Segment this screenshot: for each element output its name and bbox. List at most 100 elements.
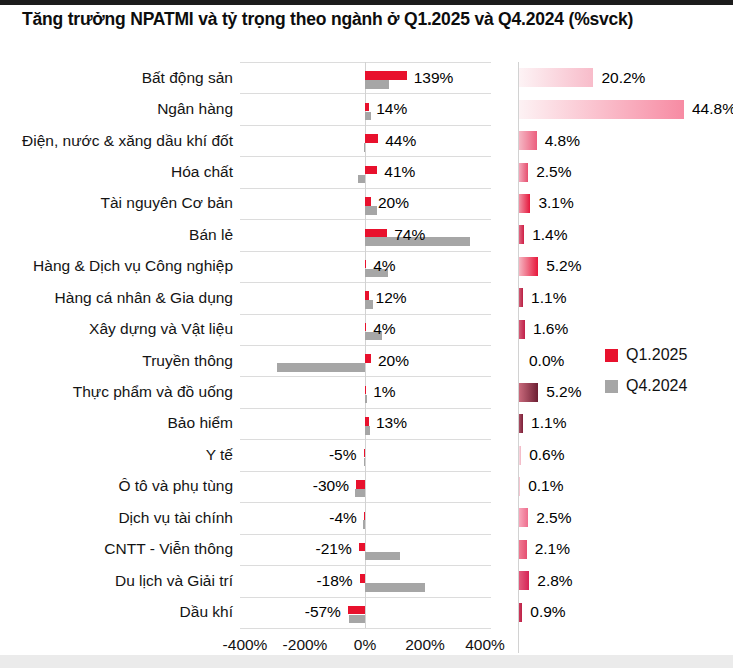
growth-value-label: 74% [394,219,425,250]
q1-growth-bar [365,229,387,238]
category-label: Truyền thông [142,345,233,376]
share-value-label: 2.5% [536,156,571,187]
q1-growth-bar [364,449,366,458]
q1-growth-bar [365,197,371,206]
share-value-label: 2.8% [537,565,572,596]
growth-value-label: -57% [305,597,341,628]
category-label: Hàng & Dịch vụ Công nghiệp [33,251,233,282]
footer-strip [0,655,733,668]
share-bar [519,446,521,465]
share-value-label: 2.5% [536,502,571,533]
share-bar [519,571,529,590]
q1-growth-bar [359,543,365,552]
category-label: Ô tô và phụ tùng [118,471,233,502]
q4-growth-bar [358,175,365,184]
category-label: Dầu khí [180,597,233,628]
plot-area: Bất động sản139%20.2%Ngân hàng14%44.8%Đi… [0,0,733,668]
share-bar [519,603,522,622]
growth-value-label: 20% [378,188,409,219]
share-value-label: 0.0% [529,345,564,376]
zero-gridline [365,62,366,628]
q1-growth-bar [365,166,377,175]
x-tick-label: -400% [223,636,268,654]
share-value-label: 5.2% [546,376,581,407]
q4-growth-bar [364,143,366,152]
growth-value-label: -4% [329,502,357,533]
growth-value-label: 41% [384,156,415,187]
growth-value-label: 44% [385,125,416,156]
q1-growth-bar [365,71,407,80]
category-label: Ngân hàng [157,93,233,124]
q1-growth-bar [365,354,371,363]
x-tick-label: 400% [465,636,505,654]
x-tick-label: 0% [354,636,376,654]
share-value-label: 20.2% [601,62,645,93]
share-bar [519,383,538,402]
q1-growth-bar [364,512,365,521]
share-value-label: 1.1% [531,282,566,313]
share-value-label: 1.1% [531,408,566,439]
q4-growth-bar [277,363,365,372]
share-value-label: 0.1% [528,471,563,502]
legend-label-q4: Q4.2024 [626,377,687,395]
q1-growth-bar [348,606,365,615]
share-bar [519,225,524,244]
share-bar [519,508,528,527]
growth-value-label: 14% [376,93,407,124]
share-bar [519,194,530,213]
category-label: Hóa chất [171,156,233,187]
q1-growth-bar [365,417,369,426]
share-bar [519,540,527,559]
category-label: Dịch vụ tài chính [118,502,233,533]
share-value-label: 44.8% [692,93,733,124]
q4-growth-bar [364,458,365,467]
q1-growth-bar [365,260,366,269]
share-bar [519,414,523,433]
share-bar [519,68,593,87]
q1-legend-swatch-icon [605,349,618,362]
share-value-label: 0.9% [530,597,565,628]
growth-value-label: 4% [373,251,395,282]
share-bar [519,320,525,339]
category-label: Du lịch và Giải trí [115,565,233,596]
growth-value-label: -18% [316,565,352,596]
category-label: Thực phẩm và đồ uống [73,376,233,407]
share-bar [519,100,684,119]
q1-growth-bar [365,323,366,332]
q4-growth-bar [363,520,365,529]
q4-legend-swatch-icon [605,380,618,393]
category-label: Bảo hiểm [168,408,233,439]
chart-legend: Q1.2025 Q4.2024 [605,345,687,407]
growth-value-label: -21% [316,534,352,565]
share-value-label: 0.6% [529,439,564,470]
category-label: Xây dựng và Vật liệu [89,314,233,345]
q1-growth-bar [365,291,369,300]
share-bar [519,288,523,307]
category-label: Điện, nước & xăng dầu khí đốt [22,125,233,156]
x-tick-label: -200% [283,636,328,654]
category-label: Y tế [206,439,233,470]
share-value-label: 3.1% [538,188,573,219]
q1-growth-bar [365,134,378,143]
legend-label-q1: Q1.2025 [626,346,687,364]
category-label: CNTT - Viễn thông [104,534,233,565]
share-bar [519,257,538,276]
growth-value-label: 13% [376,408,407,439]
category-label: Bán lẻ [189,219,233,250]
share-value-label: 1.6% [533,314,568,345]
growth-value-label: 4% [373,314,395,345]
legend-item-q1-2025: Q1.2025 [605,345,687,365]
category-label: Hàng cá nhân & Gia dụng [55,282,233,313]
q4-growth-bar [365,300,373,309]
q4-growth-bar [365,552,400,561]
growth-value-label: 20% [378,345,409,376]
q4-growth-bar [355,489,366,498]
share-value-label: 2.1% [535,534,570,565]
q1-growth-bar [365,103,369,112]
share-bar [519,477,520,496]
q4-growth-bar [365,395,367,404]
share-bar [519,131,537,150]
x-tick-label: 200% [405,636,445,654]
category-label: Bất động sản [142,62,233,93]
q4-growth-bar [365,206,377,215]
